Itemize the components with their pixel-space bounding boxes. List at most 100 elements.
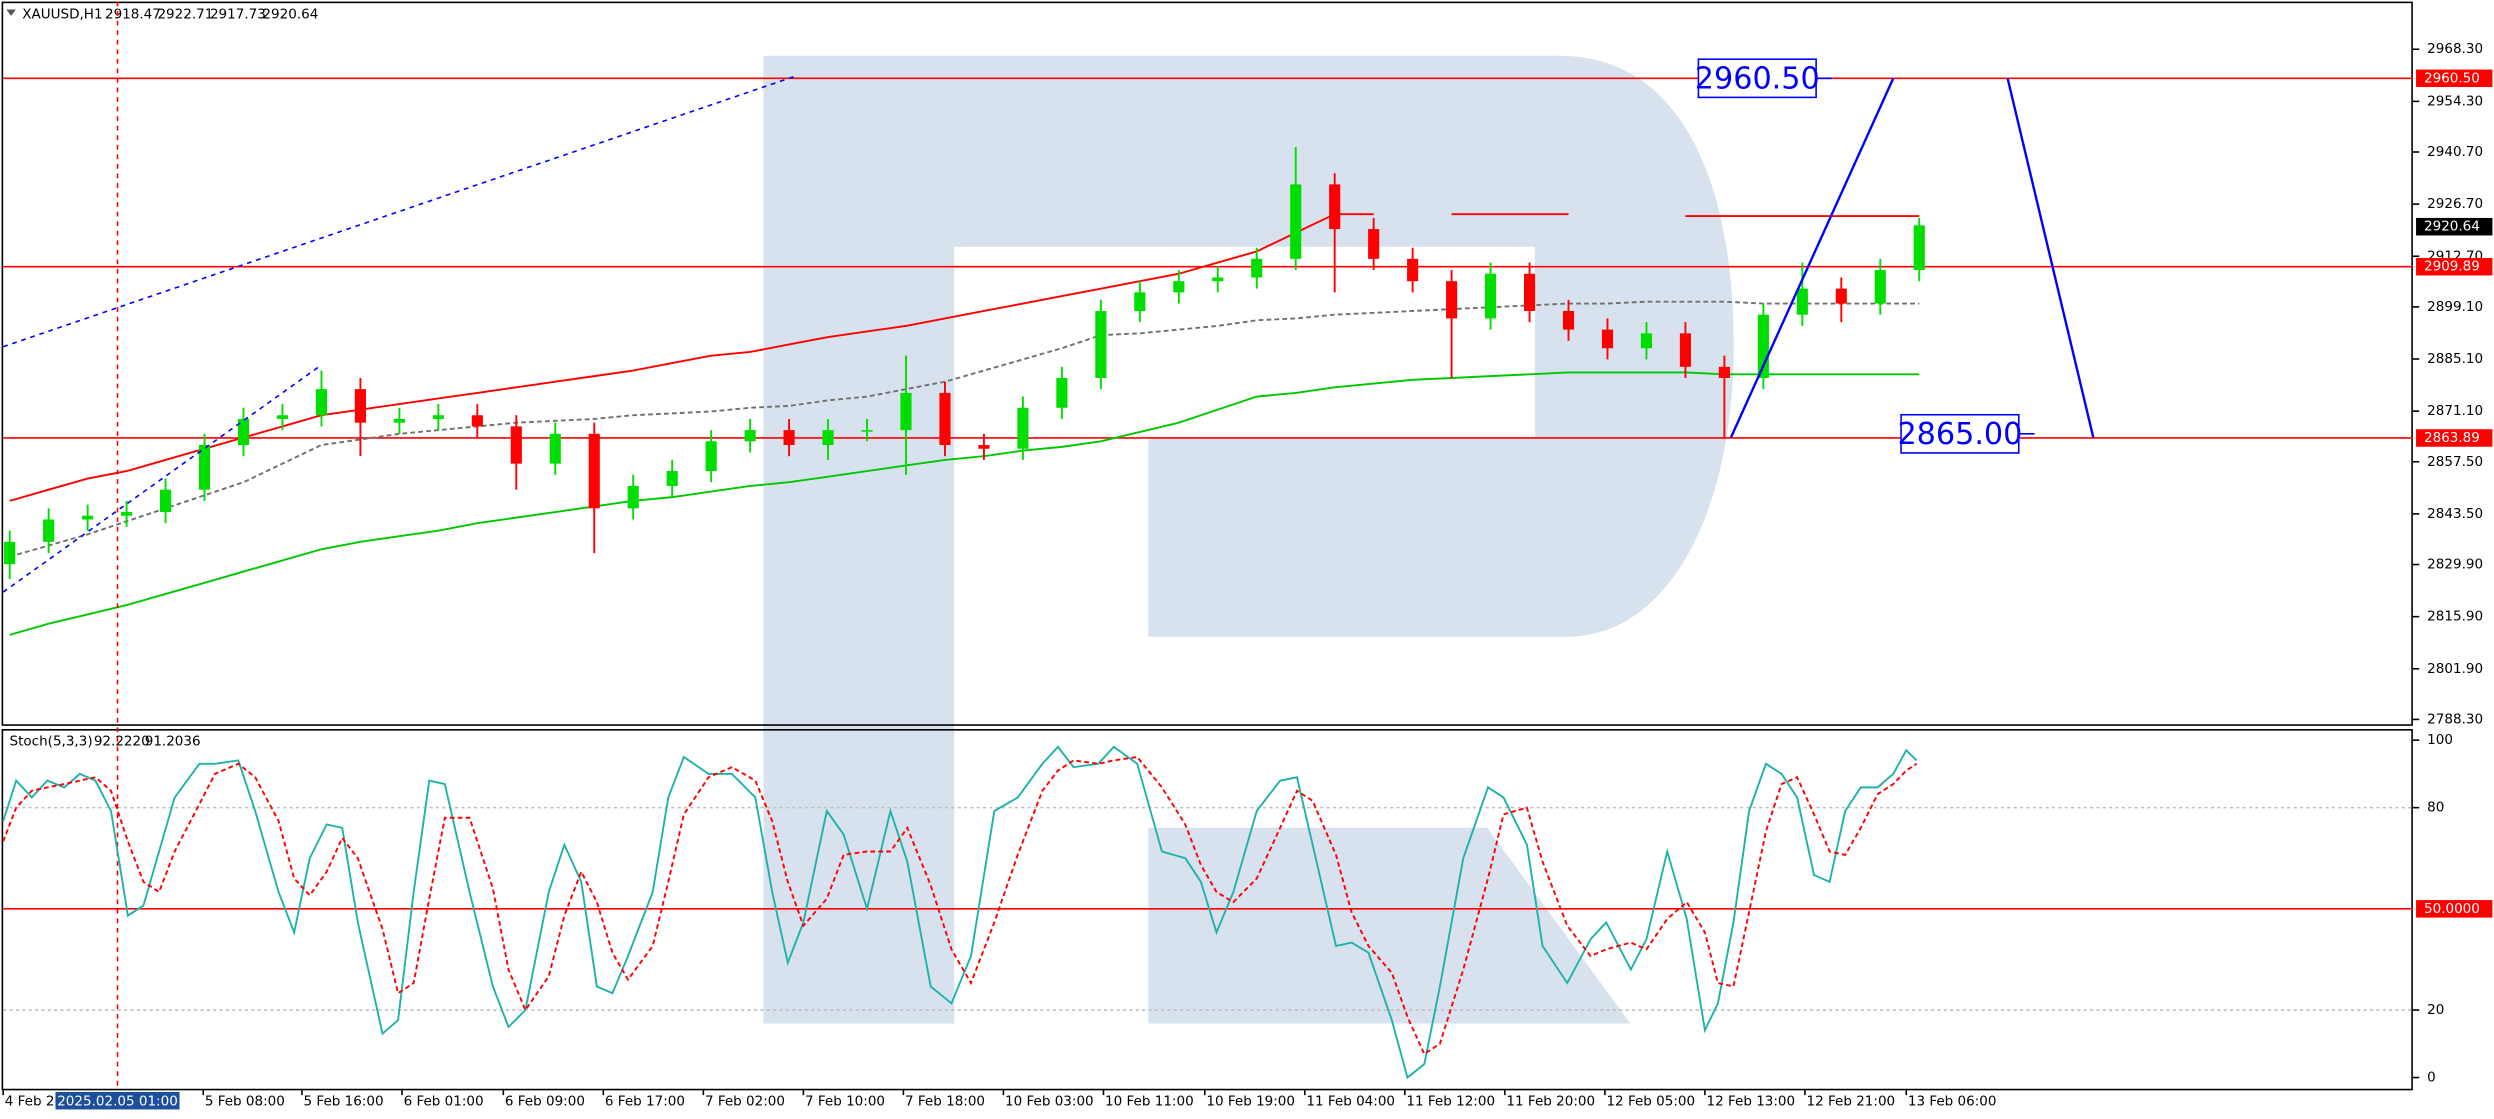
candle-body: [1757, 314, 1769, 378]
y-tick-label: 2885.10: [2427, 351, 2483, 367]
trend-line: [2, 366, 320, 593]
trend-line: [2006, 78, 2095, 438]
y-tick-label: 2899.10: [2427, 299, 2483, 315]
y-tick-label: 80: [2427, 800, 2444, 816]
candle-body: [1212, 277, 1224, 282]
x-tick-label: 12 Feb 05:00: [1606, 1093, 1695, 1109]
candle-body: [1796, 288, 1808, 315]
x-tick-label: 7 Feb 18:00: [905, 1093, 985, 1109]
y-tick-label: 2829.90: [2427, 557, 2483, 573]
candle-body: [276, 415, 289, 419]
indicator-line: [9, 213, 1920, 502]
candle-body: [1407, 258, 1419, 282]
header-marker: [6, 9, 16, 16]
annotation-label: 2960.50: [1695, 61, 1820, 96]
candle-body: [1329, 184, 1341, 230]
annotation-box: [1900, 413, 2020, 454]
x-tick-label: 12 Feb 21:00: [1807, 1093, 1896, 1109]
candle-body: [1056, 377, 1068, 408]
candle-body: [1874, 270, 1886, 304]
x-tick-label: 6 Feb 01:00: [404, 1093, 484, 1109]
candle-body: [549, 433, 561, 464]
header-low: 2917.73: [210, 6, 266, 22]
candle-body: [237, 418, 250, 446]
candle-body: [198, 445, 211, 490]
candle-body: [82, 515, 94, 520]
candle-body: [744, 430, 756, 442]
candle-body: [1913, 225, 1925, 271]
crosshair-label: 2025.02.05 01:00: [57, 1093, 178, 1109]
stoch-line: [2, 745, 1918, 1080]
candle-body: [471, 415, 483, 427]
candle-body: [900, 392, 912, 431]
current-price-box: [2416, 217, 2493, 236]
level-label-box: [2416, 900, 2493, 918]
candle-body: [1095, 310, 1107, 378]
candle-body: [1368, 229, 1380, 259]
watermark-leg: [1148, 827, 1631, 1024]
x-tick-label: 5 Feb 16:00: [304, 1093, 384, 1109]
candle-body: [822, 430, 834, 446]
header-close: 2920.64: [262, 6, 318, 22]
candle-body: [43, 519, 55, 542]
candle-body: [1134, 292, 1146, 311]
candle-body: [1017, 407, 1029, 449]
y-tick-label: 2940.70: [2427, 144, 2483, 160]
x-tick-label: 6 Feb 17:00: [605, 1093, 685, 1109]
y-tick-label: 2801.90: [2427, 661, 2483, 677]
candle-body: [510, 426, 522, 464]
level-label: 2863.89: [2424, 430, 2480, 446]
x-tick-label: 5 Feb 08:00: [205, 1093, 285, 1109]
trend-line: [1729, 77, 1895, 439]
candle-body: [939, 392, 951, 446]
candle-body: [861, 430, 873, 432]
level-label-box: [2416, 257, 2493, 276]
candle-body: [588, 433, 600, 509]
y-tick-label: 2968.30: [2427, 41, 2483, 57]
symbol-title: XAUUSD,H1: [22, 6, 102, 22]
x-tick-label: 11 Feb 04:00: [1306, 1093, 1395, 1109]
stoch-line: [2, 755, 1918, 1056]
stoch-panel-frame: [1, 729, 2413, 1091]
candle-body: [1251, 258, 1263, 278]
trend-line: [2, 75, 796, 348]
level-label: 2960.50: [2424, 70, 2480, 86]
y-tick-label: 2857.50: [2427, 454, 2483, 470]
y-tick-label: 0: [2427, 1070, 2436, 1086]
y-tick-label: 2788.30: [2427, 711, 2483, 727]
candle-body: [4, 541, 16, 565]
stoch-signal-value: 91.2036: [145, 734, 201, 750]
price-panel-frame: [1, 1, 2413, 726]
x-tick-label: 12 Feb 13:00: [1707, 1093, 1796, 1109]
annotation-label: 2865.00: [1897, 417, 2022, 452]
indicator-line: [9, 300, 1920, 558]
candle-body: [1679, 333, 1691, 367]
x-tick-label: 10 Feb 11:00: [1105, 1093, 1194, 1109]
candle-body: [1601, 329, 1614, 349]
candle-body: [978, 445, 990, 449]
candle-body: [121, 512, 133, 516]
x-tick-label: 10 Feb 03:00: [1005, 1093, 1094, 1109]
candle-body: [666, 471, 678, 486]
x-tick-label: 4 Feb 2: [5, 1093, 55, 1109]
candle-body: [159, 489, 172, 513]
x-tick-label: 13 Feb 06:00: [1908, 1093, 1997, 1109]
level-label: 2909.89: [2424, 259, 2480, 275]
crosshair-label-box: [55, 1091, 180, 1110]
candle-body: [315, 389, 328, 416]
level-label-box: [2416, 69, 2493, 88]
candle-body: [354, 389, 366, 423]
y-tick-label: 2815.90: [2427, 609, 2483, 625]
y-tick-label: 2843.50: [2427, 506, 2483, 522]
candle-body: [1562, 310, 1575, 330]
candle-body: [783, 430, 795, 446]
candle-body: [393, 418, 405, 423]
watermark-r: [763, 55, 1734, 1024]
x-tick-label: 11 Feb 20:00: [1506, 1093, 1595, 1109]
y-tick-label: 2954.30: [2427, 93, 2483, 109]
y-tick-label: 100: [2427, 732, 2453, 748]
x-tick-label: 7 Feb 02:00: [705, 1093, 785, 1109]
candle-body: [1173, 281, 1185, 293]
